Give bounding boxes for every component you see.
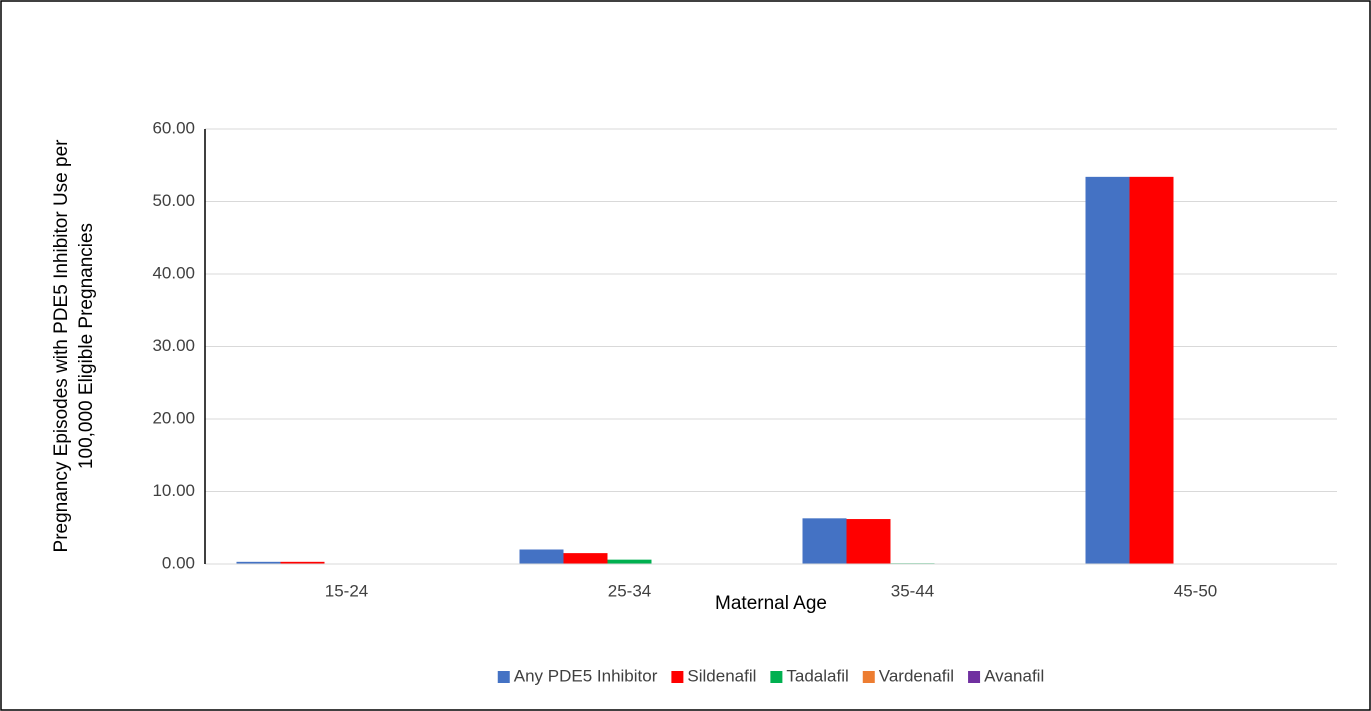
y-axis-title: Pregnancy Episodes with PDE5 Inhibitor U… <box>51 139 72 553</box>
bar <box>1129 176 1174 564</box>
y-tick-label: 10.00 <box>152 481 195 500</box>
x-tick-label: 25-34 <box>608 581 651 600</box>
y-tick-label: 40.00 <box>152 263 195 282</box>
bar <box>519 549 564 564</box>
x-tick-label: 35-44 <box>891 581 934 600</box>
y-tick-label: 20.00 <box>152 408 195 427</box>
bar <box>236 561 281 564</box>
legend-label: Avanafil <box>984 666 1044 685</box>
legend-label: Any PDE5 Inhibitor <box>514 666 658 685</box>
bar <box>802 518 847 564</box>
y-tick-label: 0.00 <box>162 553 195 572</box>
legend-swatch <box>862 671 875 683</box>
y-tick-label: 50.00 <box>152 191 195 210</box>
legend-swatch <box>497 671 510 683</box>
legend-label: Tadalafil <box>786 666 848 685</box>
y-tick-label: 60.00 <box>152 118 195 137</box>
bar <box>563 553 608 564</box>
legend-label: Sildenafil <box>687 666 756 685</box>
bar <box>280 561 325 564</box>
y-tick-label: 30.00 <box>152 336 195 355</box>
x-tick-label: 15-24 <box>325 581 368 600</box>
legend-swatch <box>968 671 981 683</box>
bar <box>846 519 891 564</box>
legend-swatch <box>770 671 783 683</box>
bar <box>1085 176 1130 564</box>
x-tick-label: 45-50 <box>1174 581 1217 600</box>
legend-swatch <box>671 671 684 683</box>
bar <box>607 559 652 564</box>
y-axis-title: 100,000 Eligible Pregnancies <box>76 223 97 469</box>
x-axis-title: Maternal Age <box>715 593 827 614</box>
legend-label: Vardenafil <box>879 666 954 685</box>
